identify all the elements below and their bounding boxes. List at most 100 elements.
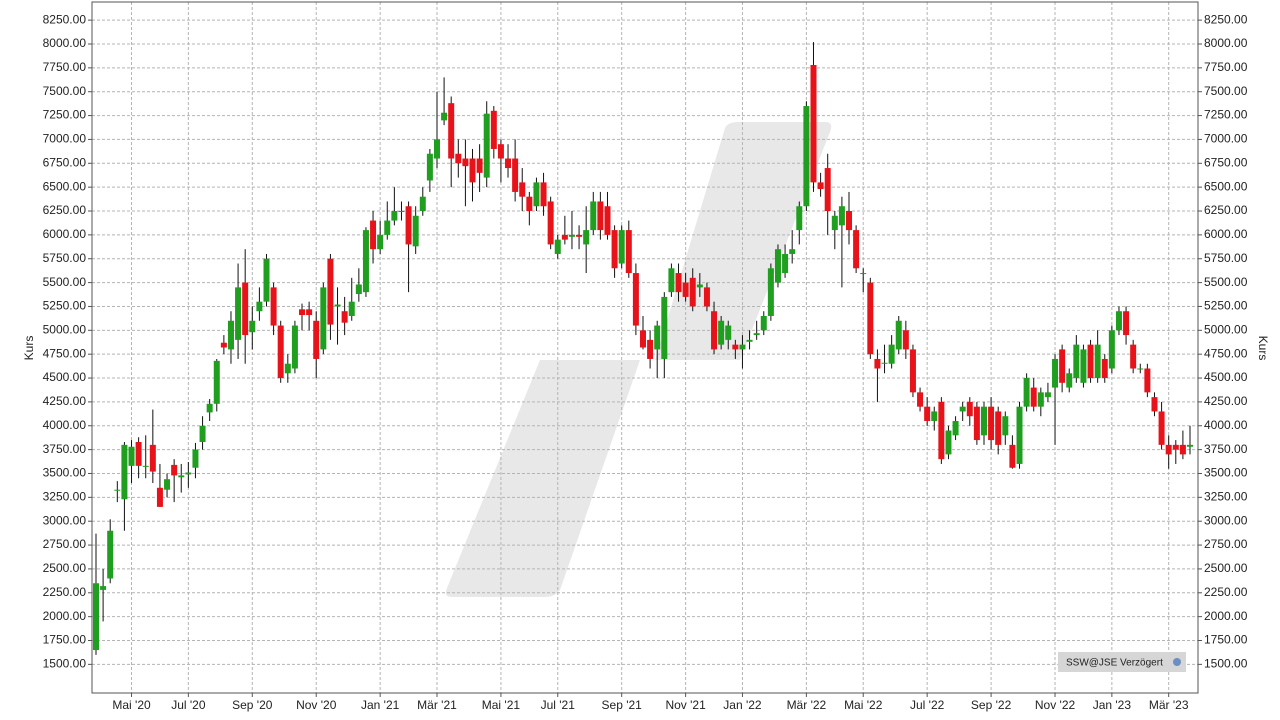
- y-tick-label: 7250.00: [43, 108, 87, 122]
- badge-text: SSW@JSE Verzögert: [1066, 658, 1163, 669]
- candle-body: [689, 277, 696, 307]
- candle-body: [355, 284, 362, 295]
- candle-body: [1023, 378, 1030, 407]
- candle-body: [938, 401, 945, 460]
- x-tick-label: Sep '20: [232, 698, 273, 712]
- candle-body: [249, 320, 256, 333]
- candle-body: [924, 406, 931, 421]
- y-tick-label-right: 8250.00: [1204, 12, 1248, 26]
- y-tick-label: 4750.00: [43, 346, 87, 360]
- x-tick-label: Mär '23: [1149, 698, 1189, 712]
- candle-body: [711, 311, 718, 350]
- candle-body: [1115, 311, 1122, 331]
- x-tick-label: Jan '21: [361, 698, 400, 712]
- candle-body: [199, 425, 206, 442]
- x-tick-label: Nov '21: [665, 698, 706, 712]
- candle-body: [462, 158, 469, 167]
- badge: SSW@JSE Verzögert: [1058, 652, 1186, 672]
- candle-body: [789, 249, 796, 254]
- y-tick-label-right: 3250.00: [1204, 490, 1248, 504]
- candle-body: [1030, 387, 1037, 407]
- candle-body: [1123, 311, 1130, 336]
- candle-body: [164, 479, 171, 490]
- y-tick-label-right: 4000.00: [1204, 418, 1248, 432]
- candle-body: [1172, 444, 1179, 450]
- candle-body: [767, 268, 774, 317]
- candle-body: [931, 411, 938, 421]
- candle-body: [796, 206, 803, 231]
- candle-body: [675, 273, 682, 293]
- candle-body: [419, 196, 426, 212]
- candle-body: [149, 444, 156, 472]
- y-tick-label-right: 6750.00: [1204, 155, 1248, 169]
- candle-body: [668, 268, 675, 293]
- x-tick-label: Jan '23: [1093, 698, 1132, 712]
- y-tick-label-right: 8000.00: [1204, 36, 1248, 50]
- y-tick-label-right: 3000.00: [1204, 513, 1248, 527]
- candle-body: [242, 282, 249, 336]
- candle-body: [952, 420, 959, 436]
- candle-body: [853, 230, 860, 269]
- candle-body: [1144, 368, 1151, 393]
- candle-body: [966, 401, 973, 417]
- candle-body: [455, 153, 462, 164]
- candle-body: [213, 360, 220, 404]
- y-tick-label: 5250.00: [43, 299, 87, 313]
- y-tick-label: 2500.00: [43, 561, 87, 575]
- candle-body: [902, 330, 909, 350]
- y-tick-label-right: 7750.00: [1204, 60, 1248, 74]
- candle-body: [753, 333, 760, 336]
- y-tick-label-right: 2250.00: [1204, 585, 1248, 599]
- candle-body: [647, 339, 654, 359]
- y-tick-label-right: 2000.00: [1204, 609, 1248, 623]
- candle-body: [746, 339, 753, 342]
- candle-body: [448, 103, 455, 159]
- candle-body: [540, 182, 547, 207]
- candle-body: [313, 320, 320, 359]
- candle-body: [846, 211, 853, 231]
- candle-body: [100, 586, 107, 590]
- candle-body: [1087, 344, 1094, 379]
- candle-body: [1137, 368, 1144, 370]
- candle-body: [1059, 349, 1066, 383]
- candle-body: [654, 325, 661, 350]
- y-tick-label-right: 4750.00: [1204, 346, 1248, 360]
- y-tick-label: 6000.00: [43, 227, 87, 241]
- y-tick-label: 1500.00: [43, 657, 87, 671]
- candle-body: [1165, 444, 1172, 455]
- candle-body: [362, 230, 369, 293]
- candle-body: [874, 358, 881, 369]
- candle-body: [1151, 397, 1158, 412]
- candle-body: [348, 301, 355, 317]
- y-tick-label: 5000.00: [43, 322, 87, 336]
- candle-body: [412, 215, 419, 247]
- candle-body: [554, 239, 561, 254]
- candle-body: [256, 301, 263, 312]
- candle-body: [291, 325, 298, 369]
- candle-body: [611, 230, 618, 269]
- candle-body: [526, 196, 533, 212]
- y-tick-label-right: 2750.00: [1204, 537, 1248, 551]
- candle-body: [121, 444, 128, 500]
- candle-body: [980, 406, 987, 436]
- candle-body: [185, 472, 192, 475]
- candle-body: [391, 211, 398, 221]
- x-tick-label: Jul '20: [171, 698, 206, 712]
- y-axis-title: Kurs: [22, 336, 36, 361]
- candle-body: [341, 311, 348, 323]
- candle-body: [512, 158, 519, 192]
- x-tick-label: Jul '22: [910, 698, 945, 712]
- candle-body: [227, 320, 234, 350]
- candle-body: [497, 144, 504, 159]
- y-tick-label-right: 4500.00: [1204, 370, 1248, 384]
- y-tick-label: 2750.00: [43, 537, 87, 551]
- candle-body: [270, 287, 277, 326]
- y-tick-label: 6250.00: [43, 203, 87, 217]
- candle-body: [1108, 330, 1115, 369]
- y-tick-label: 8250.00: [43, 12, 87, 26]
- candle-body: [93, 583, 99, 651]
- y-tick-label-right: 6000.00: [1204, 227, 1248, 241]
- candle-body: [277, 325, 284, 379]
- candle-body: [1073, 344, 1080, 379]
- candle-body: [959, 406, 966, 412]
